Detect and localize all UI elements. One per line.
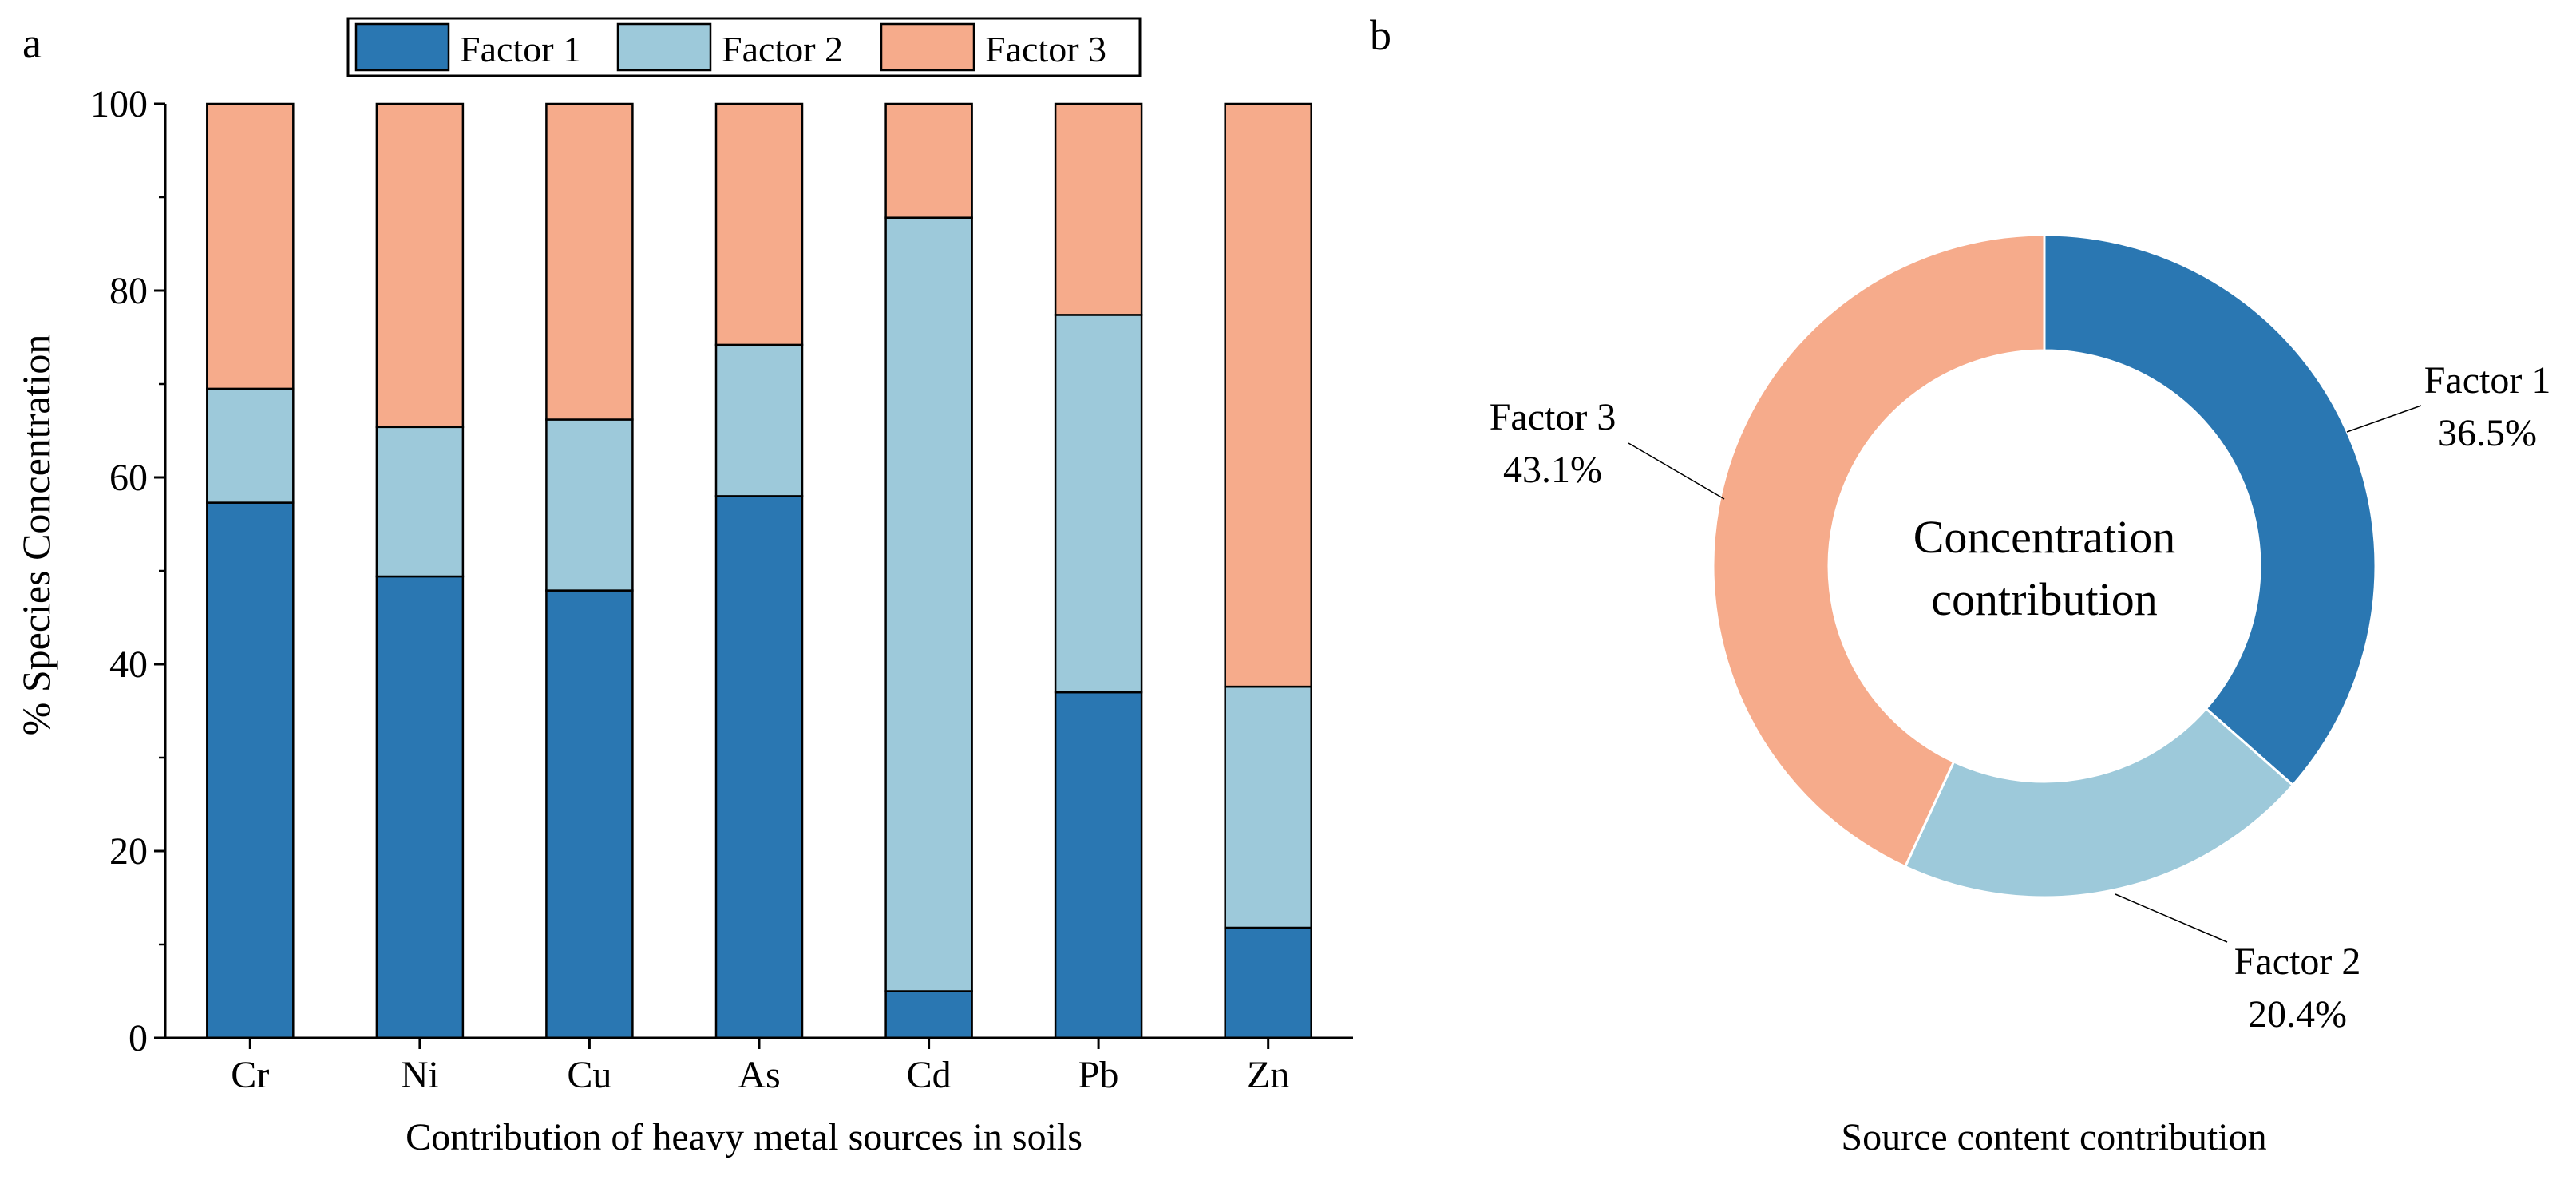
- bar-cr-factor-2: [206, 387, 295, 504]
- x-axis: Cr Ni Cu As Cd Pb Zn: [165, 1036, 1353, 1096]
- bar-ni-factor-1: [375, 575, 465, 1039]
- legend-swatch-factor-2: [616, 22, 712, 72]
- x-tick-label-ni: Ni: [401, 1054, 439, 1096]
- bar-cd-factor-3: [884, 102, 973, 219]
- bar-zn-factor-1: [1224, 926, 1312, 1039]
- legend-label-factor-3: Factor 3: [985, 29, 1106, 69]
- bar-pb-factor-2: [1054, 314, 1143, 694]
- y-tick-label-100: 100: [90, 83, 148, 125]
- slice-name-factor-3: Factor 3: [1490, 396, 1616, 438]
- bar-cd-factor-2: [884, 216, 973, 992]
- legend-swatch-factor-1: [354, 22, 450, 72]
- y-axis: 0 20 40 60 80 100: [90, 83, 167, 1059]
- donut-slice-factor-3: [1711, 233, 2046, 869]
- x-tick-label-zn: Zn: [1247, 1054, 1289, 1096]
- bar-zn-factor-2: [1224, 685, 1312, 929]
- donut-group: [1711, 233, 2377, 899]
- slice-value-factor-2: 20.4%: [2248, 993, 2347, 1035]
- panel-b-x-label: Source content contribution: [1841, 1116, 2266, 1158]
- bar-cu-factor-1: [545, 589, 634, 1039]
- slice-value-factor-1: 36.5%: [2438, 412, 2537, 454]
- y-tick-label-80: 80: [109, 270, 148, 312]
- bar-as-factor-2: [714, 343, 804, 497]
- bar-cu-factor-3: [545, 102, 634, 421]
- legend-swatch-factor-3: [880, 22, 975, 72]
- bar-cd-factor-1: [884, 990, 973, 1039]
- panel-b: b Concentration contribution Factor 1 36…: [1370, 11, 2550, 1158]
- bar-cr-factor-1: [206, 501, 295, 1039]
- bar-ni-factor-2: [375, 426, 465, 578]
- bar-as-factor-1: [714, 495, 804, 1039]
- legend-label-factor-1: Factor 1: [460, 29, 581, 69]
- bar-pb-factor-1: [1054, 691, 1143, 1039]
- leader-line-factor-1: [2346, 405, 2422, 433]
- y-tick-label-60: 60: [109, 457, 148, 499]
- legend-label-factor-2: Factor 2: [722, 29, 843, 69]
- panel-b-label: b: [1370, 11, 1391, 59]
- donut-slice-factor-2: [1903, 707, 2295, 899]
- legend: Factor 1 Factor 2 Factor 3: [346, 17, 1142, 77]
- x-axis-title: Contribution of heavy metal sources in s…: [406, 1116, 1082, 1158]
- bar-ni-factor-3: [375, 102, 465, 429]
- panel-a: a Factor 1 Factor 2 Factor 3 0 20 40 60 80 10…: [14, 17, 1353, 1158]
- bar-cu-factor-2: [545, 418, 634, 592]
- panel-a-label: a: [22, 19, 42, 67]
- bar-cr-factor-3: [206, 102, 295, 390]
- x-tick-label-as: As: [738, 1054, 780, 1096]
- x-tick-label-cr: Cr: [231, 1054, 269, 1096]
- x-tick-label-cd: Cd: [907, 1054, 952, 1096]
- x-tick-label-cu: Cu: [567, 1054, 611, 1096]
- donut-slice-factor-1: [2043, 233, 2377, 787]
- bar-as-factor-3: [714, 102, 804, 346]
- leader-line-factor-2: [2115, 893, 2228, 943]
- bar-zn-factor-3: [1224, 102, 1312, 688]
- slice-name-factor-2: Factor 2: [2234, 940, 2361, 983]
- bar-group: [206, 102, 1312, 1039]
- y-tick-label-0: 0: [129, 1017, 148, 1059]
- leader-line-factor-3: [1628, 442, 1725, 500]
- slice-value-factor-3: 43.1%: [1503, 449, 1602, 491]
- y-tick-label-20: 20: [109, 830, 148, 873]
- y-axis-title: % Species Concentration: [14, 335, 58, 736]
- legend-frame: [346, 17, 1142, 77]
- x-tick-label-pb: Pb: [1078, 1054, 1119, 1096]
- slice-name-factor-1: Factor 1: [2424, 359, 2551, 402]
- donut-center-label-line-1: Concentration: [1913, 511, 2176, 563]
- donut-center-label-line-2: contribution: [1931, 573, 2158, 625]
- bar-pb-factor-3: [1054, 102, 1143, 316]
- y-tick-label-40: 40: [109, 643, 148, 686]
